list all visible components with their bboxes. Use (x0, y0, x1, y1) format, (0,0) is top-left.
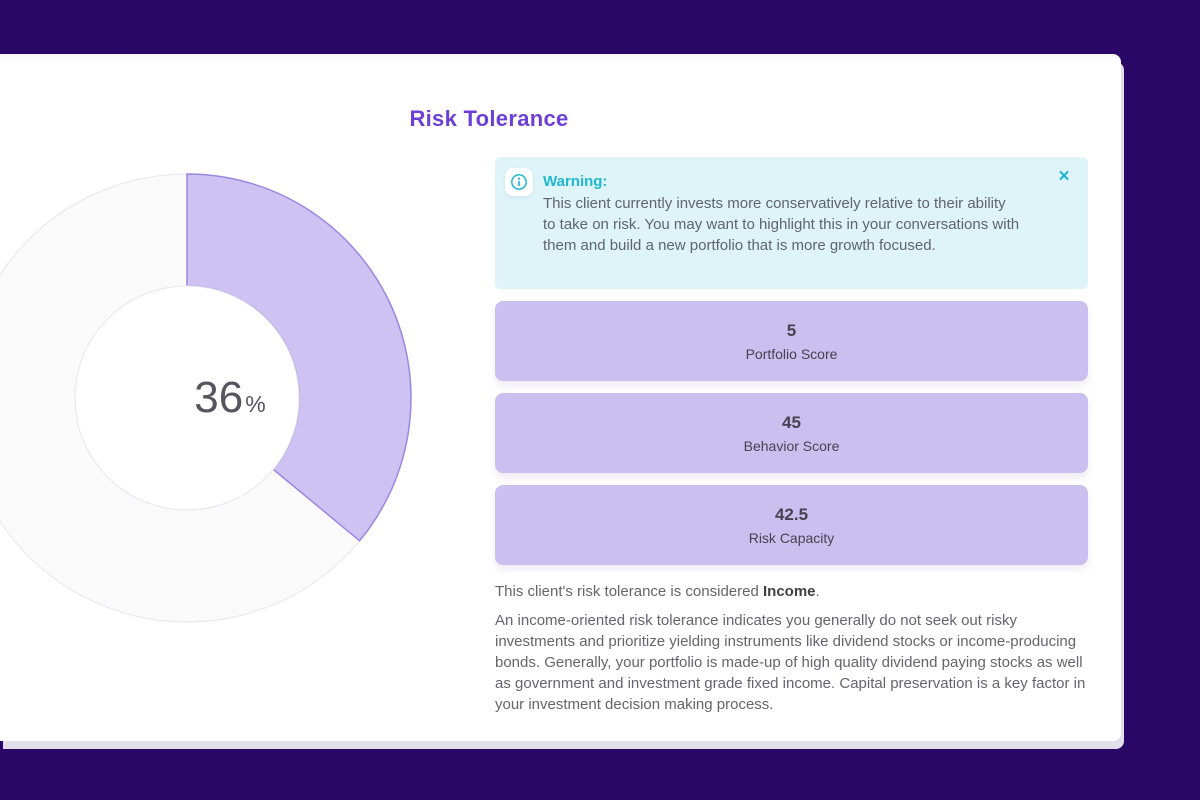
tile-label: Behavior Score (743, 437, 840, 454)
summary-suffix: . (815, 583, 820, 600)
behavior-score-tile: 45 Behavior Score (495, 393, 1088, 473)
tile-label: Portfolio Score (745, 345, 838, 362)
percent-value: 36 (194, 373, 244, 422)
percent-sign: % (245, 391, 266, 417)
tile-label: Risk Capacity (748, 529, 835, 546)
risk-description-paragraph: An income-oriented risk tolerance indica… (495, 612, 1086, 713)
warning-body: This client currently invests more conse… (543, 195, 1020, 254)
donut-svg (0, 173, 412, 623)
risk-tolerance-donut-chart (0, 168, 417, 628)
close-icon[interactable]: × (1053, 166, 1075, 188)
warning-title: Warning: (543, 173, 608, 190)
tile-value: 45 (782, 412, 801, 432)
risk-tolerance-card: Risk Tolerance 36 % Warning: This client… (0, 54, 1121, 741)
risk-capacity-tile: 42.5 Risk Capacity (495, 485, 1088, 565)
details-column: Warning: This client currently invests m… (495, 157, 1088, 715)
page-title: Risk Tolerance (409, 106, 569, 131)
portfolio-score-tile: 5 Portfolio Score (495, 301, 1088, 381)
summary-prefix: This client's risk tolerance is consider… (495, 583, 763, 600)
warning-banner: Warning: This client currently invests m… (495, 157, 1088, 289)
info-circle-icon (511, 174, 527, 190)
donut-hole (74, 285, 300, 511)
info-badge (505, 168, 533, 196)
tile-value: 42.5 (774, 504, 809, 524)
summary-line: This client's risk tolerance is consider… (495, 581, 1088, 602)
tile-value: 5 (786, 320, 797, 340)
risk-category: Income (762, 583, 816, 600)
donut-center-label: 36 % (130, 368, 330, 428)
